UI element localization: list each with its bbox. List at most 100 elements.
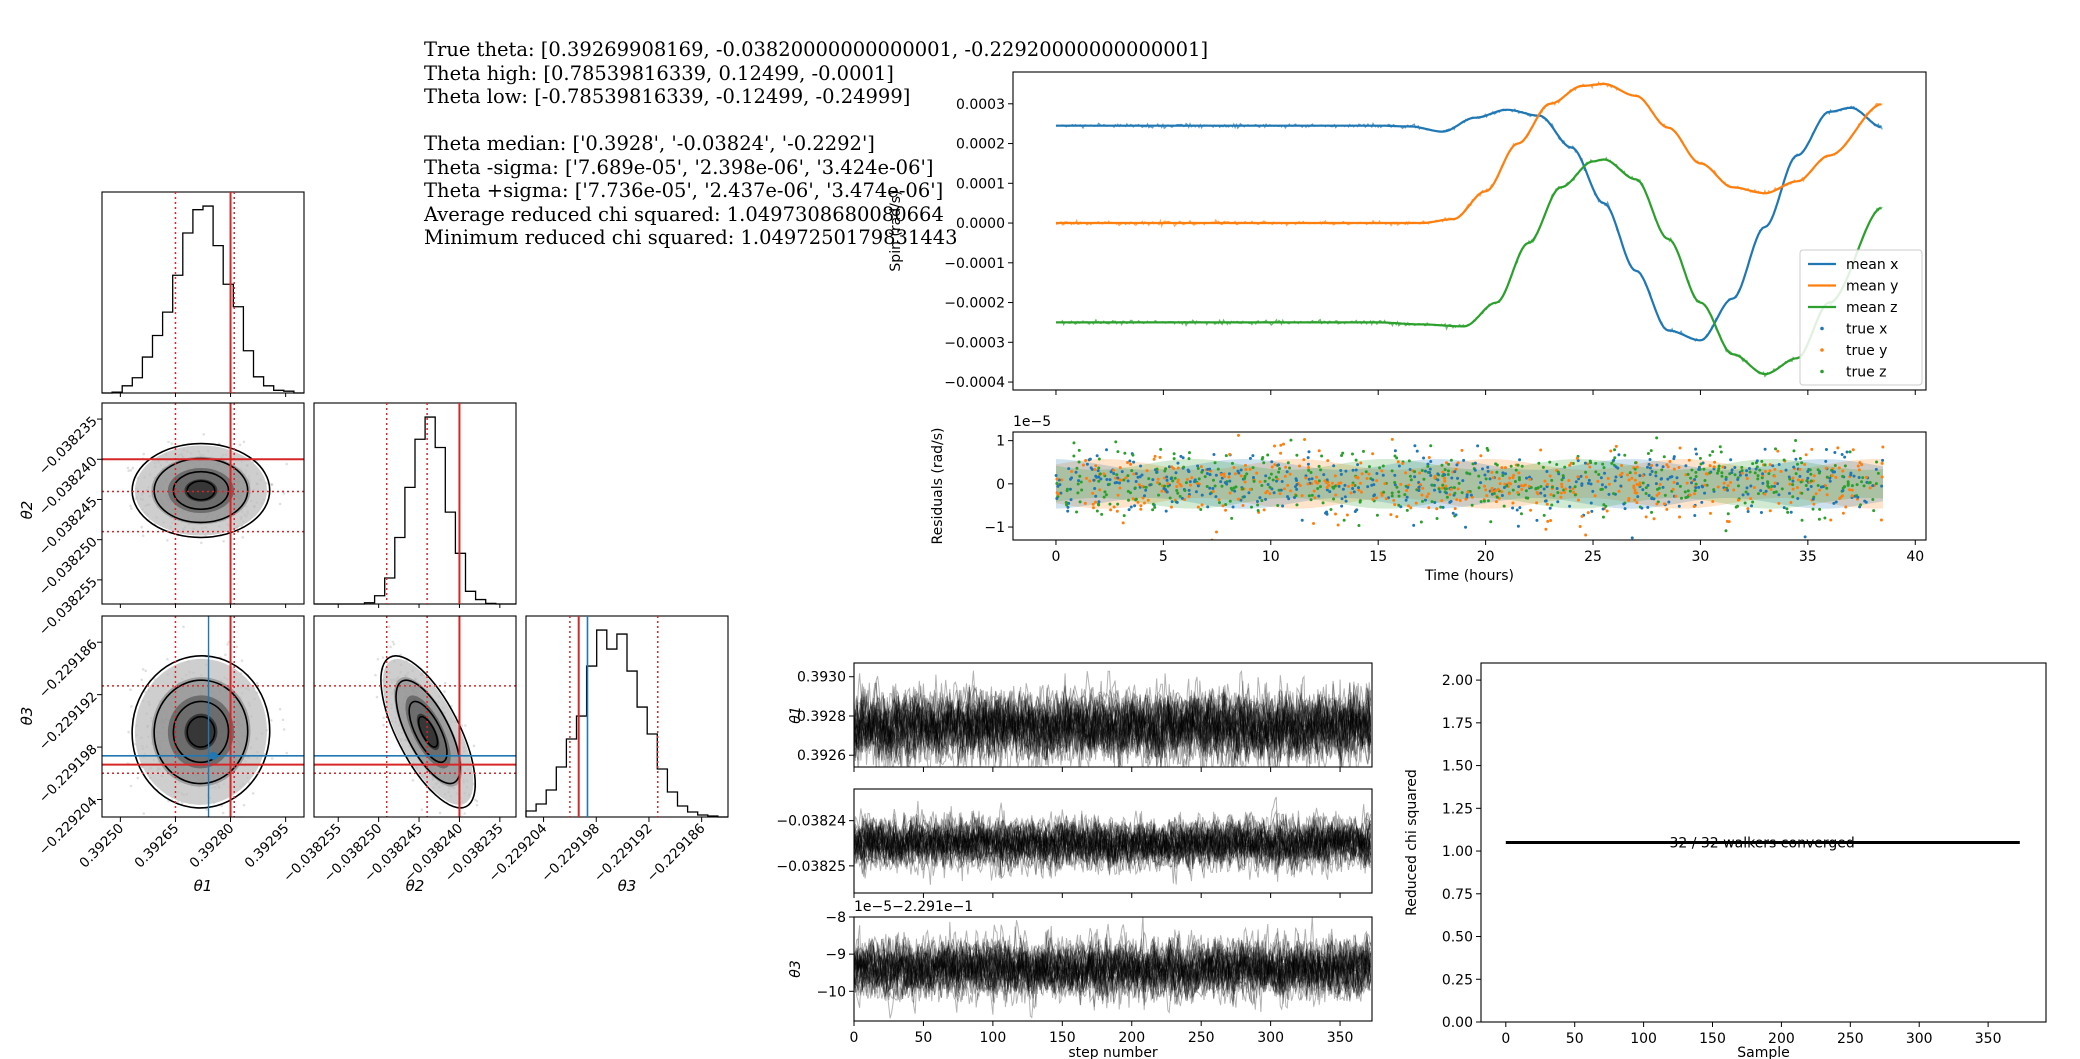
residual-point [1133, 504, 1137, 508]
residual-point [1832, 501, 1836, 505]
residual-point [1127, 498, 1131, 502]
residual-point [1407, 483, 1411, 487]
residual-point [1460, 448, 1464, 452]
residual-point [1666, 465, 1670, 469]
residual-point [1490, 470, 1494, 474]
residual-point [1655, 502, 1659, 506]
residual-point [1724, 477, 1728, 481]
residual-point [1650, 510, 1654, 514]
legend-label-0: mean x [1846, 257, 1898, 273]
residual-point [1228, 479, 1232, 483]
residual-point [1247, 491, 1251, 495]
residual-point [1397, 490, 1401, 494]
walker-trace-19 [854, 813, 1372, 885]
residual-point [1712, 465, 1716, 469]
residual-point [1243, 477, 1247, 481]
walker-trace-16 [854, 810, 1372, 876]
residual-point [1771, 464, 1775, 468]
residual-point [1694, 482, 1698, 486]
residual-point [1076, 491, 1080, 495]
residual-point [1473, 468, 1477, 472]
residual-point [1165, 475, 1169, 479]
residual-point [1469, 493, 1473, 497]
residual-point [1661, 485, 1665, 489]
residual-point [1692, 492, 1696, 496]
residual-point [1448, 493, 1452, 497]
residual-point [1304, 476, 1308, 480]
walker-trace-7 [854, 925, 1372, 1009]
chi-ylabel: Reduced chi squared [1404, 769, 1420, 916]
residual-point [1564, 487, 1568, 491]
walker-trace-24 [854, 680, 1372, 767]
residual-point [1494, 489, 1498, 493]
residual-point [1112, 468, 1116, 472]
residual-point [1686, 472, 1690, 476]
residual-point [1134, 479, 1138, 483]
residual-point [1599, 476, 1603, 480]
residual-point [1560, 482, 1564, 486]
residual-point [1810, 447, 1814, 451]
residual-point [1295, 453, 1299, 457]
walker-trace-11 [854, 800, 1372, 880]
residual-point [1537, 461, 1541, 465]
residual-point [1495, 470, 1499, 474]
residual-point [1809, 485, 1813, 489]
residual-point [1451, 511, 1455, 515]
residual-point [1117, 481, 1121, 485]
chi-xtick-label-4: 200 [1768, 1031, 1795, 1047]
residual-point [1834, 475, 1838, 479]
walker-trace-13 [854, 924, 1372, 1000]
residual-point [1132, 460, 1136, 464]
residual-point [1750, 504, 1754, 508]
residual-point [1227, 472, 1231, 476]
residual-point [1849, 473, 1853, 477]
walker-trace-6 [854, 810, 1372, 875]
walker-trace-0 [854, 684, 1372, 767]
residual-point [1284, 465, 1288, 469]
chi-ytick-label-6: 1.50 [1442, 759, 1473, 775]
residual-point [1563, 465, 1567, 469]
residual-point [1555, 463, 1559, 467]
residual-point [1427, 506, 1431, 510]
spin-axes-frame [1012, 71, 1927, 391]
scatter-frame-2-1 [313, 615, 517, 818]
trace-theta3-xtick-label-1: 50 [915, 1030, 933, 1046]
residual-point [1380, 469, 1384, 473]
residual-point [1568, 504, 1572, 508]
residual-point [1702, 467, 1706, 471]
walker-trace-5 [854, 811, 1372, 885]
residual-point [1694, 447, 1698, 451]
walker-trace-30 [854, 940, 1371, 1003]
residual-point [1440, 486, 1444, 490]
residual-point [1067, 467, 1071, 471]
res-xtick-label-0: 0 [1052, 549, 1061, 565]
residual-point [1054, 474, 1058, 478]
residual-point [1465, 493, 1469, 497]
walker-trace-14 [854, 675, 1372, 767]
residual-point [1412, 523, 1416, 527]
residual-point [1652, 517, 1656, 521]
residual-point [1672, 480, 1676, 484]
sample-point [270, 757, 274, 760]
residual-point [1122, 478, 1126, 482]
residual-point [1864, 500, 1868, 504]
residual-point [1824, 459, 1828, 463]
sample-point [200, 541, 203, 545]
walker-trace-25 [854, 928, 1372, 1004]
residual-point [1737, 484, 1741, 488]
residual-point [1419, 520, 1423, 524]
residual-point [1153, 454, 1157, 458]
residual-point [1645, 465, 1649, 469]
residual-point [1812, 474, 1816, 478]
chi-xtick-label-7: 350 [1975, 1031, 2002, 1047]
walker-trace-18 [854, 682, 1372, 767]
res-xtick-label-3: 15 [1369, 549, 1387, 565]
residual-point [1646, 452, 1650, 456]
residual-point [1328, 490, 1332, 494]
residual-point [1620, 463, 1624, 467]
residual-point [1333, 474, 1337, 478]
residual-point [1712, 488, 1716, 492]
theta-median-line: Theta median: ['0.3928', '-0.03824', '-0… [424, 132, 875, 155]
residuals-axes-frame [1012, 431, 1927, 541]
walker-trace-31 [854, 688, 1372, 767]
